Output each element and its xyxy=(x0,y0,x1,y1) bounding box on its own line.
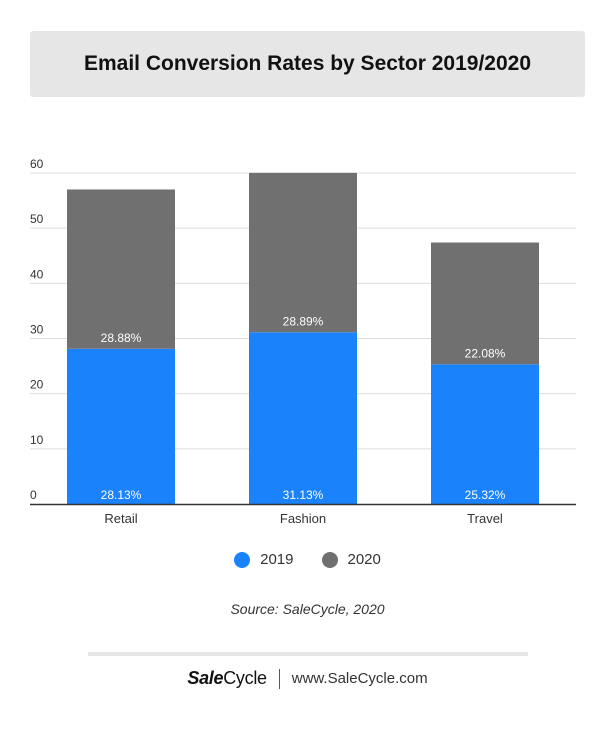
stacked-bar-chart: 0 10 20 30 40 50 60 28.13% 28.88% Retail 31.13% 28.… xyxy=(30,157,576,526)
x-tick-label-retail: Retail xyxy=(104,511,137,526)
data-label-travel-2019: 25.32% xyxy=(465,488,506,502)
x-tick-label-fashion: Fashion xyxy=(280,511,326,526)
y-tick-label-0: 0 xyxy=(30,488,37,502)
y-tick-label-50: 50 xyxy=(30,212,44,226)
legend: 2019 2020 xyxy=(0,551,615,568)
data-label-fashion-2019: 31.13% xyxy=(283,488,324,502)
bar-fashion-2019 xyxy=(249,332,357,504)
x-tick-label-travel: Travel xyxy=(467,511,503,526)
legend-label-2020: 2020 xyxy=(347,551,381,568)
data-label-retail-2020: 28.88% xyxy=(101,331,142,345)
source-note: Source: SaleCycle, 2020 xyxy=(230,601,385,617)
footer: SaleCycle www.SaleCycle.com xyxy=(0,668,615,689)
footer-separator xyxy=(278,668,280,689)
bar-travel-2019 xyxy=(431,364,539,504)
legend-swatch-2020 xyxy=(321,551,338,568)
y-tick-label-20: 20 xyxy=(30,378,44,392)
bar-fashion-2020 xyxy=(249,172,357,333)
footer-divider xyxy=(88,652,528,656)
title-box: Email Conversion Rates by Sector 2019/20… xyxy=(30,31,585,97)
legend-label-2019: 2019 xyxy=(260,551,294,568)
logo-part-regular: Cycle xyxy=(223,668,267,688)
chart-title: Email Conversion Rates by Sector 2019/20… xyxy=(83,52,532,75)
salecycle-logo: SaleCycle xyxy=(187,668,267,689)
data-label-travel-2020: 22.08% xyxy=(465,346,506,360)
y-tick-label-30: 30 xyxy=(30,323,44,337)
legend-item-2020: 2020 xyxy=(321,551,381,568)
data-label-fashion-2020: 28.89% xyxy=(283,314,324,328)
y-tick-label-40: 40 xyxy=(30,267,44,281)
y-tick-label-10: 10 xyxy=(30,433,44,447)
logo-part-bold: Sale xyxy=(187,668,224,688)
bar-retail-2020 xyxy=(67,189,175,349)
legend-swatch-2019 xyxy=(234,551,251,568)
legend-item-2019: 2019 xyxy=(234,551,294,568)
bar-travel-2020 xyxy=(431,242,539,365)
bar-retail-2019 xyxy=(67,348,175,504)
y-tick-label-60: 60 xyxy=(30,157,44,171)
website-link[interactable]: www.SaleCycle.com xyxy=(291,670,428,687)
data-label-retail-2019: 28.13% xyxy=(101,488,142,502)
